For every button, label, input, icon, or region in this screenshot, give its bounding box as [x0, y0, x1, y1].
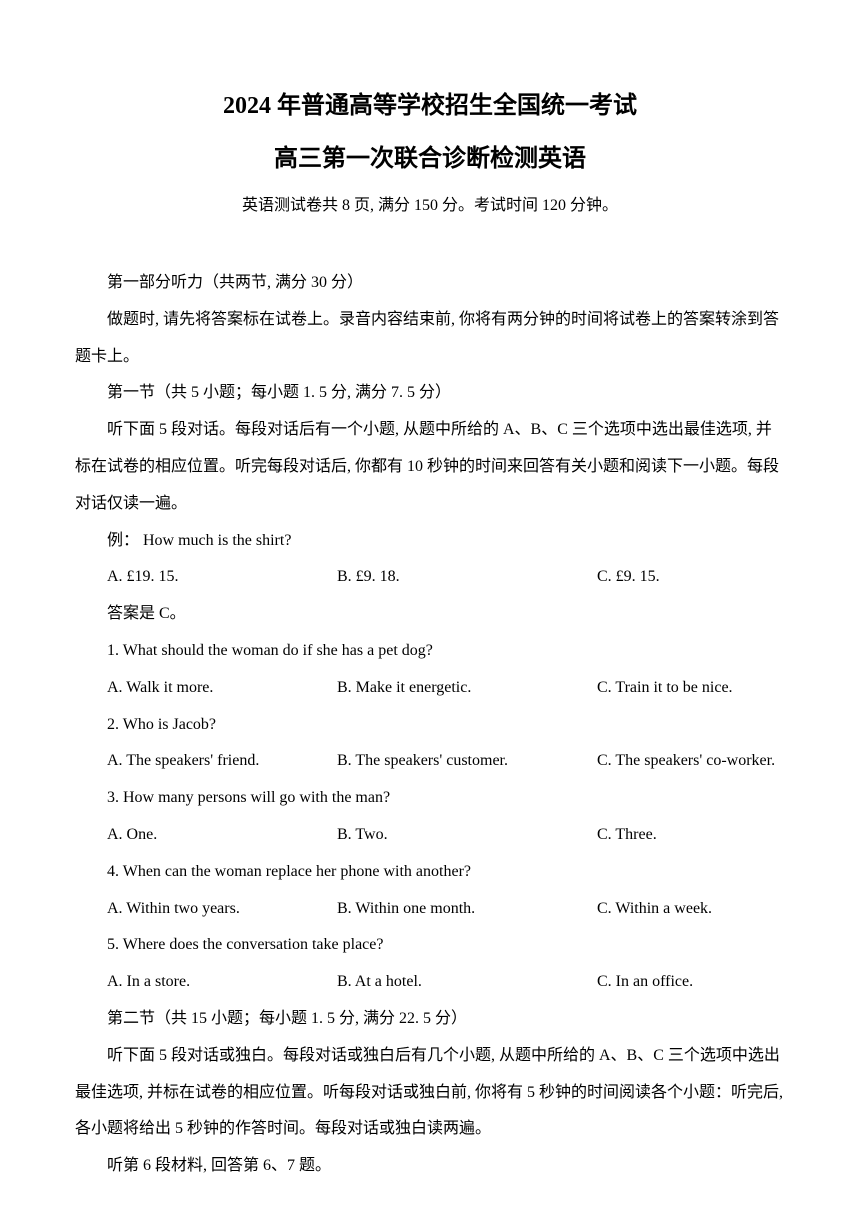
info-line: 英语测试卷共 8 页, 满分 150 分。考试时间 120 分钟。	[75, 191, 785, 215]
part1-instructions: 听下面 5 段对话。每段对话后有一个小题, 从题中所给的 A、B、C 三个选项中…	[75, 412, 785, 522]
example-options: A. £19. 15. B. £9. 18. C. £9. 15.	[75, 559, 785, 596]
question-3: 3. How many persons will go with the man…	[75, 780, 785, 817]
question-1-option-a: A. Walk it more.	[75, 670, 305, 707]
example-option-a: A. £19. 15.	[75, 559, 305, 596]
question-5-option-c: C. In an office.	[565, 964, 785, 1001]
question-2-option-a: A. The speakers' friend.	[75, 743, 305, 780]
question-2-options: A. The speakers' friend. B. The speakers…	[75, 743, 785, 780]
question-3-option-a: A. One.	[75, 817, 305, 854]
example-option-c: C. £9. 15.	[565, 559, 785, 596]
question-4: 4. When can the woman replace her phone …	[75, 854, 785, 891]
part2-header: 第二节（共 15 小题；每小题 1. 5 分, 满分 22. 5 分）	[75, 1001, 785, 1038]
question-5-option-a: A. In a store.	[75, 964, 305, 1001]
question-3-option-c: C. Three.	[565, 817, 785, 854]
example-option-b: B. £9. 18.	[305, 559, 565, 596]
section1-header: 第一部分听力（共两节, 满分 30 分）	[75, 265, 785, 302]
question-1: 1. What should the woman do if she has a…	[75, 633, 785, 670]
title-sub: 高三第一次联合诊断检测英语	[75, 138, 785, 173]
question-5-options: A. In a store. B. At a hotel. C. In an o…	[75, 964, 785, 1001]
question-2-option-c: C. The speakers' co-worker.	[565, 743, 785, 780]
question-2: 2. Who is Jacob?	[75, 707, 785, 744]
question-3-options: A. One. B. Two. C. Three.	[75, 817, 785, 854]
question-2-option-b: B. The speakers' customer.	[305, 743, 565, 780]
question-1-options: A. Walk it more. B. Make it energetic. C…	[75, 670, 785, 707]
question-3-option-b: B. Two.	[305, 817, 565, 854]
question-1-option-c: C. Train it to be nice.	[565, 670, 785, 707]
title-main: 2024 年普通高等学校招生全国统一考试	[75, 85, 785, 120]
section1-instructions: 做题时, 请先将答案标在试卷上。录音内容结束前, 你将有两分钟的时间将试卷上的答…	[75, 302, 785, 376]
question-4-option-c: C. Within a week.	[565, 891, 785, 928]
question-4-option-b: B. Within one month.	[305, 891, 565, 928]
question-4-options: A. Within two years. B. Within one month…	[75, 891, 785, 928]
question-5: 5. Where does the conversation take plac…	[75, 927, 785, 964]
question-4-option-a: A. Within two years.	[75, 891, 305, 928]
part1-header: 第一节（共 5 小题；每小题 1. 5 分, 满分 7. 5 分）	[75, 375, 785, 412]
question-5-option-b: B. At a hotel.	[305, 964, 565, 1001]
example-question: 例： How much is the shirt?	[75, 523, 785, 560]
part2-instructions: 听下面 5 段对话或独白。每段对话或独白后有几个小题, 从题中所给的 A、B、C…	[75, 1038, 785, 1148]
material6-header: 听第 6 段材料, 回答第 6、7 题。	[75, 1148, 785, 1185]
example-answer: 答案是 C。	[75, 596, 785, 633]
question-1-option-b: B. Make it energetic.	[305, 670, 565, 707]
